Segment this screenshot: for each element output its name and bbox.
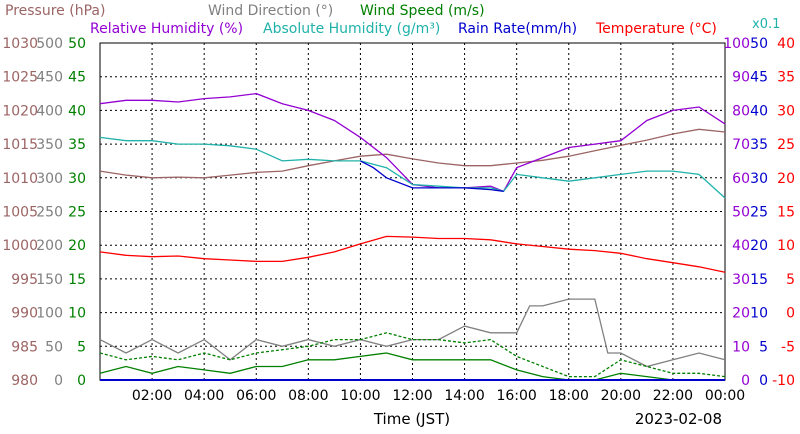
rain-rate-tick-label: 15 xyxy=(750,272,768,288)
series-line-rain-rate-mm-h xyxy=(360,160,504,192)
rain-rate-tick-label: 40 xyxy=(750,103,768,119)
wind-speed-tick-label: 25 xyxy=(68,205,86,221)
rain-rate-tick-label: 10 xyxy=(750,306,768,322)
wind-dir-tick-label: 100 xyxy=(36,306,63,322)
pressure-tick-label: 1025 xyxy=(2,70,38,86)
x-tick-label: 04:00 xyxy=(184,388,224,404)
wind-speed-tick-label: 40 xyxy=(68,103,86,119)
rain-rate-tick-label: 50 xyxy=(750,36,768,52)
wind-speed-tick-label: 0 xyxy=(77,373,86,389)
rel-humidity-tick-label: 0 xyxy=(741,373,750,389)
wind-speed-tick-label: 50 xyxy=(68,36,86,52)
rel-humidity-tick-label: 70 xyxy=(732,137,750,153)
temperature-tick-label: 30 xyxy=(777,103,795,119)
rel-humidity-tick-label: 50 xyxy=(732,205,750,221)
x-tick-label: 08:00 xyxy=(288,388,328,404)
temperature-tick-label: 0 xyxy=(786,306,795,322)
wind-speed-tick-label: 15 xyxy=(68,272,86,288)
x-axis-title: Time (JST) xyxy=(373,410,450,428)
legend-pressure: Pressure (hPa) xyxy=(5,3,106,19)
rain-rate-tick-label: 35 xyxy=(750,137,768,153)
pressure-tick-label: 1010 xyxy=(2,171,38,187)
rain-rate-tick-label: 45 xyxy=(750,70,768,86)
wind-dir-tick-label: 150 xyxy=(36,272,63,288)
x-tick-label: 10:00 xyxy=(340,388,380,404)
x-tick-label: 02:00 xyxy=(132,388,172,404)
rel-humidity-tick-label: 100 xyxy=(723,36,750,52)
pressure-tick-label: 1030 xyxy=(2,36,38,52)
pressure-tick-label: 990 xyxy=(11,306,38,322)
legend-wind-direction: Wind Direction (°) xyxy=(208,3,334,19)
wind-dir-tick-label: 0 xyxy=(54,373,63,389)
pressure-tick-label: 1005 xyxy=(2,205,38,221)
pressure-tick-label: 985 xyxy=(11,339,38,355)
series-line-temperature-c xyxy=(99,235,726,273)
legend-rain-rate: Rain Rate(mm/h) xyxy=(458,21,578,37)
pressure-tick-label: 1000 xyxy=(2,238,38,254)
x-tick-label: 00:00 xyxy=(705,388,745,404)
wind-dir-tick-label: 350 xyxy=(36,137,63,153)
temperature-tick-label: 5 xyxy=(786,272,795,288)
rel-humidity-tick-label: 90 xyxy=(732,70,750,86)
wind-speed-tick-label: 35 xyxy=(68,137,86,153)
wind-dir-tick-label: 450 xyxy=(36,70,63,86)
series-line-absolute-humidity-g-m xyxy=(99,136,726,199)
rain-rate-tick-label: 30 xyxy=(750,171,768,187)
rel-humidity-tick-label: 80 xyxy=(732,103,750,119)
legend-relative-humidity: Relative Humidity (%) xyxy=(90,21,244,37)
temperature-tick-label: 25 xyxy=(777,137,795,153)
rain-rate-tick-label: 0 xyxy=(759,373,768,389)
rain-rate-tick-label: 20 xyxy=(750,238,768,254)
wind-dir-tick-label: 50 xyxy=(45,339,63,355)
rel-humidity-tick-label: 60 xyxy=(732,171,750,187)
wind-dir-tick-label: 500 xyxy=(36,36,63,52)
series-line-wind-speed-m-s xyxy=(99,332,726,378)
wind-dir-tick-label: 200 xyxy=(36,238,63,254)
temperature-tick-label: -10 xyxy=(772,373,795,389)
rel-humidity-tick-label: 20 xyxy=(732,306,750,322)
series-line-relative-humidity xyxy=(99,92,726,193)
x-tick-label: 16:00 xyxy=(496,388,536,404)
temperature-tick-label: 15 xyxy=(777,205,795,221)
wind-speed-tick-label: 45 xyxy=(68,70,86,86)
legend-absolute-humidity: Absolute Humidity (g/m³) xyxy=(263,21,441,37)
rel-humidity-tick-label: 30 xyxy=(732,272,750,288)
wind-dir-tick-label: 300 xyxy=(36,171,63,187)
temperature-tick-label: 20 xyxy=(777,171,795,187)
x-tick-label: 14:00 xyxy=(444,388,484,404)
x-tick-label: 20:00 xyxy=(601,388,641,404)
legend-temperature: Temperature (°C) xyxy=(596,21,717,37)
pressure-tick-label: 980 xyxy=(11,373,38,389)
pressure-tick-label: 1020 xyxy=(2,103,38,119)
pressure-tick-label: 995 xyxy=(11,272,38,288)
rain-rate-tick-label: 25 xyxy=(750,205,768,221)
series-line-pressure-hpa xyxy=(99,128,726,179)
legend-wind-speed: Wind Speed (m/s) xyxy=(360,3,485,19)
wind-speed-tick-label: 5 xyxy=(77,339,86,355)
wind-speed-tick-label: 30 xyxy=(68,171,86,187)
rel-humidity-tick-label: 40 xyxy=(732,238,750,254)
temperature-tick-label: -5 xyxy=(781,339,795,355)
wind-speed-tick-label: 20 xyxy=(68,238,86,254)
rel-humidity-tick-label: 10 xyxy=(732,339,750,355)
x-tick-label: 18:00 xyxy=(549,388,589,404)
temperature-tick-label: 10 xyxy=(777,238,795,254)
wind-speed-tick-label: 10 xyxy=(68,306,86,322)
temperature-tick-label: 35 xyxy=(777,70,795,86)
wind-dir-tick-label: 250 xyxy=(36,205,63,221)
wind-dir-tick-label: 400 xyxy=(36,103,63,119)
series-line-wind-speed-gust xyxy=(99,352,725,381)
x-tick-label: 12:00 xyxy=(392,388,432,404)
temperature-tick-label: 40 xyxy=(777,36,795,52)
x-tick-label: 06:00 xyxy=(236,388,276,404)
pressure-tick-label: 1015 xyxy=(2,137,38,153)
rain-rate-tick-label: 5 xyxy=(759,339,768,355)
x-tick-label: 22:00 xyxy=(653,388,693,404)
chart-date: 2023-02-08 xyxy=(635,410,722,428)
abs-humidity-scale-label: x0.1 xyxy=(752,17,781,32)
